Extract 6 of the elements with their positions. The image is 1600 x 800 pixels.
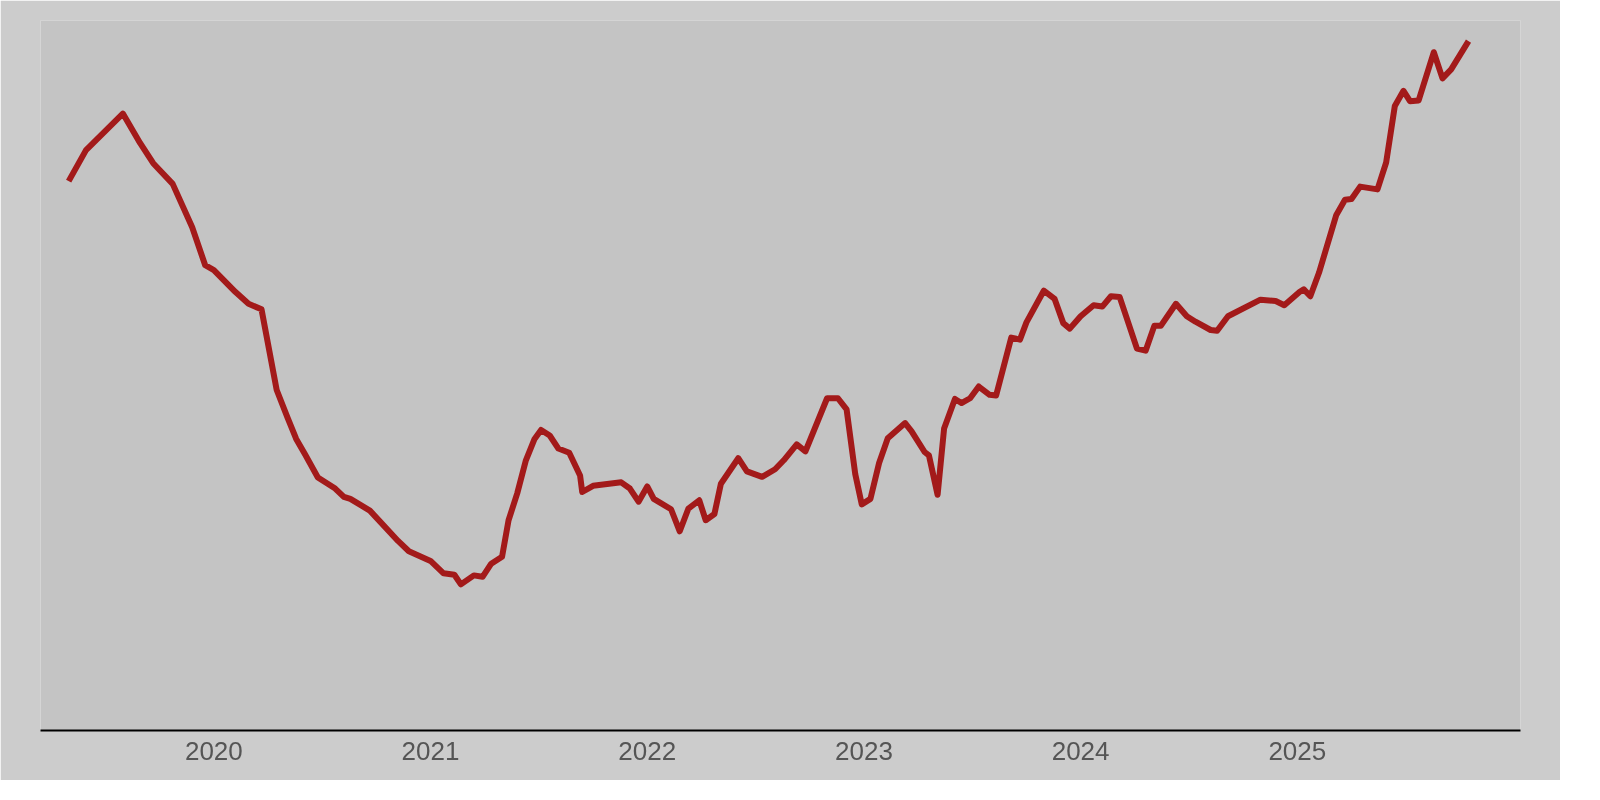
x-tick-label: 2021 — [401, 735, 460, 766]
x-tick-label: 2023 — [835, 735, 893, 766]
x-tick-label: 2025 — [1268, 735, 1327, 766]
x-tick-label: 2020 — [184, 735, 243, 766]
x-tick-label: 2024 — [1051, 735, 1110, 766]
x-tick-label: 2022 — [618, 735, 677, 766]
